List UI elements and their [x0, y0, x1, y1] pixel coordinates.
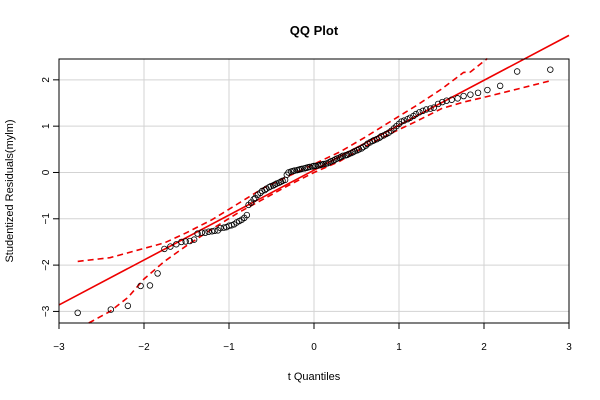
data-point: [74, 309, 81, 317]
data-point: [217, 224, 224, 232]
data-point: [326, 159, 333, 166]
x-tick-label: 3: [566, 342, 572, 353]
data-point: [513, 68, 521, 75]
data-point: [547, 66, 554, 73]
data-point: [161, 245, 168, 253]
data-point: [348, 149, 355, 157]
data-point: [146, 282, 154, 289]
data-point: [423, 106, 430, 113]
data-point: [336, 154, 343, 161]
confidence-envelope-lower: [88, 80, 551, 324]
y-tick-label: 2: [41, 77, 52, 83]
y-tick-label: −2: [41, 259, 52, 271]
x-tick-label: 0: [311, 342, 317, 353]
data-point: [332, 156, 339, 163]
y-axis-label: Studentized Residuals(mylm): [4, 119, 16, 262]
data-point: [275, 179, 283, 186]
x-tick-label: −1: [223, 342, 235, 353]
data-point: [312, 162, 319, 170]
data-point: [467, 91, 474, 98]
data-point: [201, 229, 209, 236]
data-point: [412, 110, 420, 118]
data-point: [154, 270, 161, 277]
data-point: [454, 95, 461, 102]
data-point: [324, 160, 331, 167]
data-point: [250, 196, 257, 203]
data-point: [474, 89, 482, 97]
data-point: [406, 114, 414, 122]
data-point: [167, 243, 174, 250]
data-point: [496, 82, 504, 90]
data-point: [419, 107, 426, 115]
data-point: [182, 238, 189, 245]
data-point: [439, 98, 446, 106]
data-point: [369, 137, 376, 145]
x-tick-label: 1: [396, 342, 402, 353]
x-tick-label: 2: [481, 342, 487, 353]
data-point: [298, 165, 306, 172]
data-point: [343, 151, 351, 159]
data-point: [320, 160, 327, 168]
data-point: [448, 96, 455, 103]
data-point: [124, 302, 132, 310]
data-point: [208, 228, 216, 235]
y-axis: −3 −2 −1 0 1 2: [41, 77, 59, 317]
data-point: [265, 184, 273, 191]
data-point: [354, 147, 361, 154]
data-point: [211, 227, 218, 235]
data-point: [427, 105, 434, 112]
reference-line: [58, 34, 570, 306]
y-tick-label: −3: [41, 305, 52, 317]
x-axis-label: t Quantiles: [288, 371, 341, 383]
data-point: [277, 178, 285, 185]
data-point: [416, 109, 423, 116]
data-point: [362, 142, 370, 149]
data-point: [291, 167, 298, 174]
y-tick-label: 1: [41, 123, 52, 129]
data-points: [74, 66, 554, 317]
data-point: [306, 163, 313, 171]
data-point: [330, 157, 337, 164]
data-point: [243, 211, 251, 219]
data-point: [271, 181, 279, 188]
y-tick-label: −1: [41, 213, 52, 225]
data-point: [339, 152, 347, 159]
data-point: [270, 182, 277, 189]
data-point: [205, 228, 212, 235]
data-point: [338, 153, 345, 160]
data-point: [460, 92, 467, 100]
data-point: [310, 162, 318, 170]
grid-lines: [58, 59, 570, 323]
data-point: [194, 230, 201, 237]
confidence-envelope-upper: [77, 57, 488, 263]
chart-title: QQ Plot: [290, 23, 339, 38]
data-point: [198, 229, 205, 236]
x-tick-label: −3: [53, 342, 65, 353]
data-point: [434, 100, 442, 108]
data-point: [349, 148, 357, 156]
data-point: [173, 241, 180, 248]
y-tick-label: 0: [41, 169, 52, 175]
x-tick-label: −2: [138, 342, 150, 353]
data-point: [484, 86, 491, 94]
data-point: [190, 236, 198, 243]
data-point: [430, 104, 438, 111]
x-axis: −3 −2 −1 0 1 2 3: [53, 323, 572, 353]
data-point: [178, 238, 185, 246]
data-point: [186, 237, 194, 245]
data-point: [107, 306, 115, 313]
data-point: [137, 282, 144, 290]
data-point: [400, 117, 408, 124]
